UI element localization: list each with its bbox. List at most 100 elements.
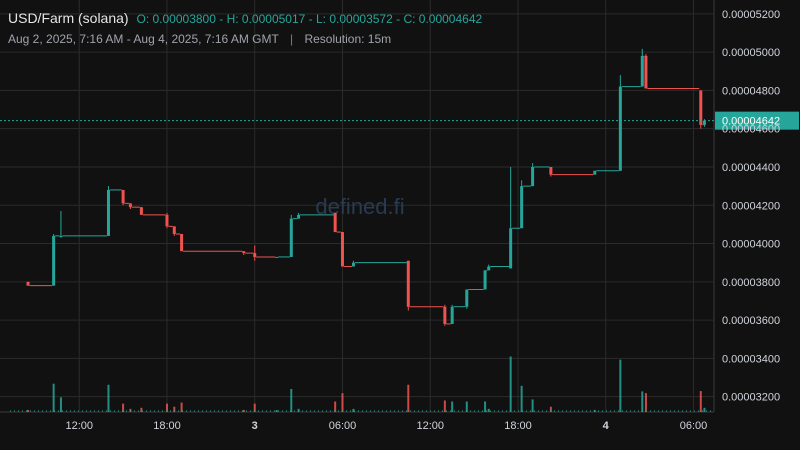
- candle-body: [549, 166, 553, 175]
- candle-body: [333, 212, 337, 233]
- candle-body: [52, 235, 56, 286]
- volume-bar: [407, 384, 410, 412]
- candle-body: [593, 170, 597, 175]
- volume-bar: [465, 401, 468, 412]
- close-value: 0.00004642: [418, 12, 483, 26]
- volume-bar: [129, 408, 132, 412]
- volume-bar: [641, 391, 644, 412]
- x-tick-label: 4: [603, 420, 610, 432]
- x-tick-label: 06:00: [680, 420, 708, 432]
- low-value: 0.00003572: [329, 12, 393, 26]
- volume-bar: [165, 403, 168, 412]
- volume-bar: [173, 406, 176, 412]
- volume-bar: [341, 393, 344, 412]
- symbol-label: USD/Farm (solana): [8, 10, 129, 26]
- x-tick-label: 12:00: [65, 420, 93, 432]
- candle-body: [509, 228, 513, 269]
- volume-bar: [59, 397, 62, 412]
- volume-bar: [140, 407, 143, 412]
- last-price-line: 0.00004642: [0, 111, 799, 130]
- volume-bar: [52, 383, 55, 412]
- volume-bar: [107, 384, 110, 412]
- x-tick-label: 18:00: [153, 420, 181, 432]
- volume-bar: [242, 409, 245, 412]
- candle-body: [520, 186, 524, 229]
- y-tick-label: 0.00004200: [722, 200, 780, 212]
- volume-bar: [487, 408, 490, 412]
- volume-bar: [451, 401, 454, 412]
- close-label: C:: [403, 12, 416, 26]
- grid-lines: [0, 0, 715, 413]
- y-tick-label: 0.00003400: [722, 353, 780, 365]
- volume-bar: [644, 393, 647, 412]
- candle-body: [443, 306, 447, 324]
- candle-body: [351, 262, 355, 267]
- volume-bar: [549, 406, 552, 412]
- open-value: 0.00003800: [152, 12, 216, 26]
- candle-body: [165, 214, 169, 227]
- volume-bar: [180, 402, 183, 412]
- y-tick-label: 0.00004800: [722, 85, 780, 97]
- candle-body: [139, 207, 143, 215]
- candle-body: [699, 90, 703, 125]
- volume-bar: [275, 410, 278, 412]
- low-label: L:: [316, 12, 327, 26]
- candle-body: [531, 166, 535, 187]
- candle-body: [106, 189, 110, 236]
- y-tick-label: 0.00004600: [722, 124, 780, 136]
- candle-body: [121, 189, 125, 204]
- open-label: O:: [136, 12, 150, 26]
- price-axis[interactable]: 0.00005200 0.00005000 0.00004800 0.00004600…: [722, 9, 780, 404]
- y-tick-label: 0.00005200: [722, 9, 780, 21]
- volume-bar: [619, 359, 622, 412]
- volume-bar: [443, 400, 446, 412]
- volume-bars: [10, 356, 712, 412]
- chart-legend: USD/Farm (solana) O: 0.00003800 - H: 0.0…: [8, 10, 482, 46]
- volume-bar: [297, 408, 300, 412]
- candle-body: [340, 232, 344, 267]
- volume-bar: [253, 403, 256, 412]
- high-value: 0.00005017: [241, 12, 306, 26]
- legend-separator: |: [289, 32, 294, 46]
- candle-body: [487, 266, 491, 271]
- candle-body: [172, 226, 176, 234]
- candle-body: [702, 120, 706, 125]
- ohlc-values: O: 0.00003800 - H: 0.00005017 - L: 0.000…: [136, 12, 483, 26]
- volume-bar: [520, 385, 523, 412]
- candlestick-series: [26, 48, 706, 326]
- volume-bar: [27, 409, 30, 412]
- candle-body: [128, 203, 132, 208]
- volume-bar: [290, 388, 293, 412]
- x-tick-label: 18:00: [504, 420, 532, 432]
- x-tick-label: 12:00: [416, 420, 444, 432]
- last-price-tag-label: 0.00004642: [722, 116, 780, 128]
- volume-bar: [352, 408, 355, 412]
- volume-bar: [122, 403, 125, 412]
- volume-bar: [699, 391, 702, 412]
- candle-body: [465, 289, 469, 307]
- candle-body: [242, 251, 246, 254]
- high-label: H:: [226, 12, 239, 26]
- y-tick-label: 0.00003200: [722, 392, 780, 404]
- candle-body: [618, 86, 622, 171]
- y-tick-label: 0.00004000: [722, 239, 780, 251]
- date-range: Aug 2, 2025, 7:16 AM - Aug 4, 2025, 7:16…: [8, 32, 279, 46]
- candle-body: [180, 233, 184, 252]
- y-tick-label: 0.00005000: [722, 47, 780, 59]
- y-tick-label: 0.00003800: [722, 277, 780, 289]
- time-axis[interactable]: 12:00 18:00 3 06:00 12:00 18:00 4 06:00: [65, 420, 707, 432]
- resolution-label: Resolution: 15m: [304, 32, 392, 46]
- candle-body: [644, 55, 648, 89]
- candle-body: [640, 55, 644, 87]
- candle-body: [275, 256, 279, 258]
- candle-body: [297, 214, 301, 219]
- volume-bar: [703, 407, 706, 412]
- x-tick-label: 06:00: [329, 420, 357, 432]
- y-tick-label: 0.00003600: [722, 315, 780, 327]
- volume-bar: [531, 399, 534, 412]
- volume-bar: [334, 401, 337, 412]
- volume-bar: [484, 401, 487, 412]
- candle-body: [406, 260, 410, 307]
- candle-body: [59, 235, 63, 237]
